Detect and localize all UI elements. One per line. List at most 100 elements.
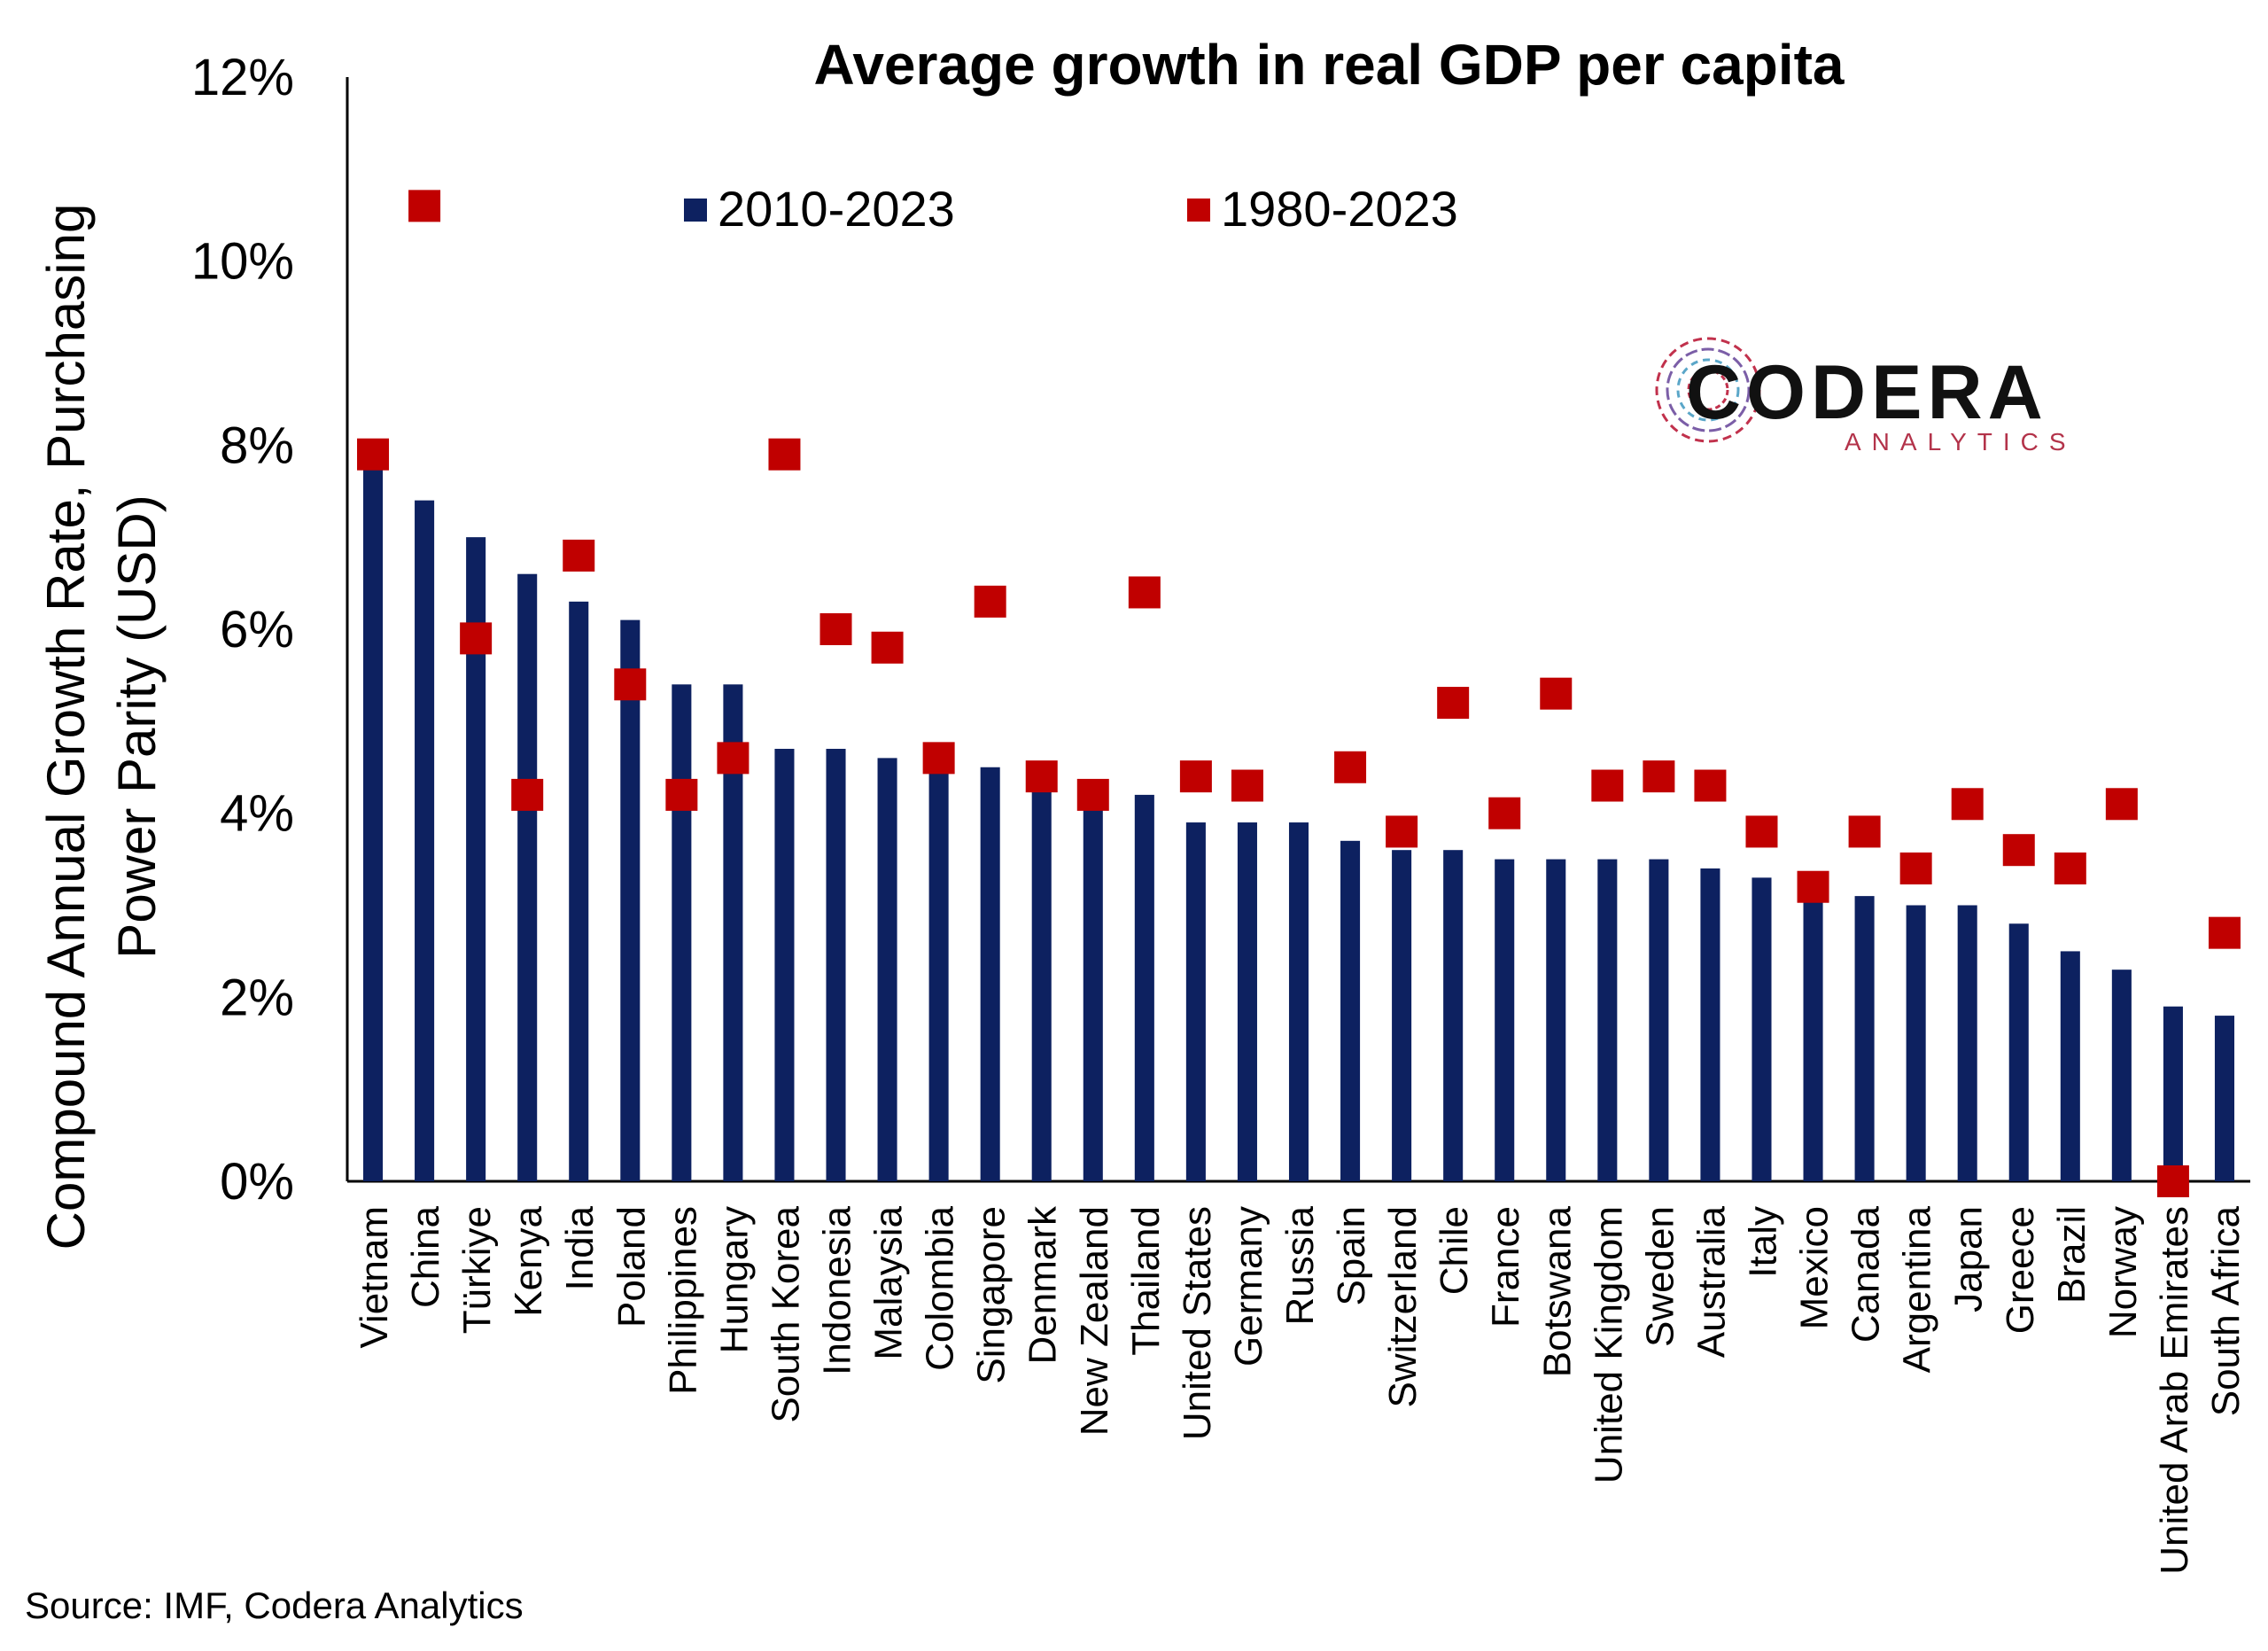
marker	[1797, 870, 1829, 903]
marker	[1128, 576, 1161, 609]
x-tick-label: Norway	[2101, 1206, 2145, 1338]
bar	[672, 684, 692, 1181]
legend-swatch-1980-2023	[1187, 199, 1210, 222]
y-tick-label: 8%	[220, 417, 294, 474]
bar	[1803, 896, 1823, 1181]
x-tick-label: Botswana	[1535, 1205, 1579, 1377]
marker	[1025, 760, 1058, 793]
x-tick-label: China	[404, 1205, 447, 1307]
bar	[362, 463, 384, 1181]
marker	[768, 438, 801, 471]
x-tick-label: Philippines	[661, 1206, 704, 1395]
marker	[1951, 788, 1984, 821]
marker	[1694, 769, 1727, 802]
x-tick-label: Indonesia	[816, 1205, 859, 1375]
x-tick-label: Greece	[1999, 1206, 2042, 1334]
bar	[774, 748, 795, 1181]
x-tick-label: Thailand	[1124, 1206, 1168, 1356]
marker	[2156, 1165, 2189, 1197]
marker	[460, 622, 493, 655]
x-tick-label: Canada	[1845, 1205, 1888, 1343]
x-tick-label: Denmark	[1021, 1205, 1065, 1364]
marker	[922, 742, 955, 775]
marker	[2054, 852, 2086, 884]
marker	[1591, 769, 1624, 802]
marker	[1848, 815, 1881, 848]
x-tick-label: New Zealand	[1073, 1206, 1116, 1436]
bar	[1906, 905, 1926, 1181]
bar	[2163, 1006, 2183, 1181]
marker	[2002, 834, 2035, 867]
marker	[1488, 797, 1521, 829]
y-tick-label: 12%	[191, 49, 294, 106]
x-tick-label: United Kingdom	[1587, 1206, 1630, 1484]
x-tick-label: Vietnam	[353, 1206, 396, 1349]
y-tick-label: 2%	[220, 969, 294, 1026]
marker	[819, 613, 852, 645]
x-axis-labels: Vietnam China Türkiye Kenya India Poland Phili…	[353, 1205, 2248, 1575]
legend-swatch-2010-2023	[684, 199, 707, 222]
x-tick-label: Switzerland	[1381, 1206, 1425, 1407]
bar	[466, 537, 486, 1181]
x-tick-label: Chile	[1433, 1206, 1476, 1295]
y-tick-label: 10%	[191, 233, 294, 291]
bar	[1083, 794, 1103, 1181]
x-tick-label: South Africa	[2204, 1205, 2248, 1416]
y-axis-label: Compound Annual Growth Rate, Purchasing …	[36, 204, 167, 1250]
x-tick-label: India	[558, 1205, 602, 1290]
x-tick-label: Colombia	[919, 1205, 962, 1370]
legend: 2010-2023 1980-2023	[684, 181, 1458, 237]
x-tick-label: South Korea	[764, 1205, 807, 1422]
chart-title: Average growth in real GDP per capita	[813, 33, 1844, 97]
bar	[2214, 1016, 2235, 1181]
bar	[1546, 859, 1566, 1181]
x-tick-label: Hungary	[712, 1206, 756, 1353]
bar	[1392, 850, 1412, 1181]
x-tick-label: Brazil	[2050, 1206, 2093, 1304]
x-tick-label: Mexico	[1793, 1206, 1837, 1329]
x-tick-label: Malaysia	[867, 1205, 911, 1359]
bar	[415, 500, 435, 1181]
bar	[877, 758, 897, 1181]
marker	[1437, 687, 1470, 720]
x-tick-label: United Arab Emirates	[2153, 1206, 2196, 1575]
bar	[1134, 794, 1154, 1181]
x-tick-label: Japan	[1947, 1206, 1991, 1312]
bar	[723, 684, 743, 1181]
y-axis-label-line-1: Compound Annual Growth Rate, Purchasing	[36, 204, 96, 1250]
x-tick-label: Argentina	[1896, 1205, 1939, 1373]
source-note: Source: IMF, Codera Analytics	[25, 1585, 524, 1626]
legend-label-2010-2023: 2010-2023	[718, 181, 955, 237]
marker	[1386, 815, 1418, 848]
bar	[1031, 785, 1052, 1181]
logo-name: CODERA	[1686, 350, 2048, 435]
x-tick-label: Poland	[610, 1206, 653, 1328]
bar-series	[362, 463, 2235, 1181]
bar	[1700, 868, 1720, 1181]
bar	[1340, 840, 1361, 1181]
marker	[2105, 788, 2138, 821]
marker	[1899, 852, 1932, 884]
x-tick-label: Germany	[1227, 1206, 1270, 1367]
marker	[563, 539, 595, 572]
x-tick-label: Kenya	[507, 1205, 550, 1316]
bar	[517, 573, 538, 1181]
bar	[1957, 905, 1977, 1181]
logo-sub: ANALYTICS	[1845, 428, 2077, 456]
marker	[717, 742, 750, 775]
bar	[2060, 951, 2080, 1181]
y-axis-label-line-2: Power Parity (USD)	[107, 495, 167, 958]
marker	[1231, 769, 1263, 802]
marker	[1745, 815, 1778, 848]
marker	[1334, 751, 1367, 783]
marker	[511, 778, 544, 811]
x-tick-label: Singapore	[970, 1206, 1014, 1384]
bar	[826, 748, 846, 1181]
marker	[2208, 916, 2241, 949]
bar	[1288, 822, 1309, 1181]
x-tick-label: United States	[1176, 1206, 1219, 1440]
marker	[408, 190, 441, 222]
bar	[1185, 822, 1206, 1181]
x-tick-label: Australia	[1689, 1205, 1733, 1358]
